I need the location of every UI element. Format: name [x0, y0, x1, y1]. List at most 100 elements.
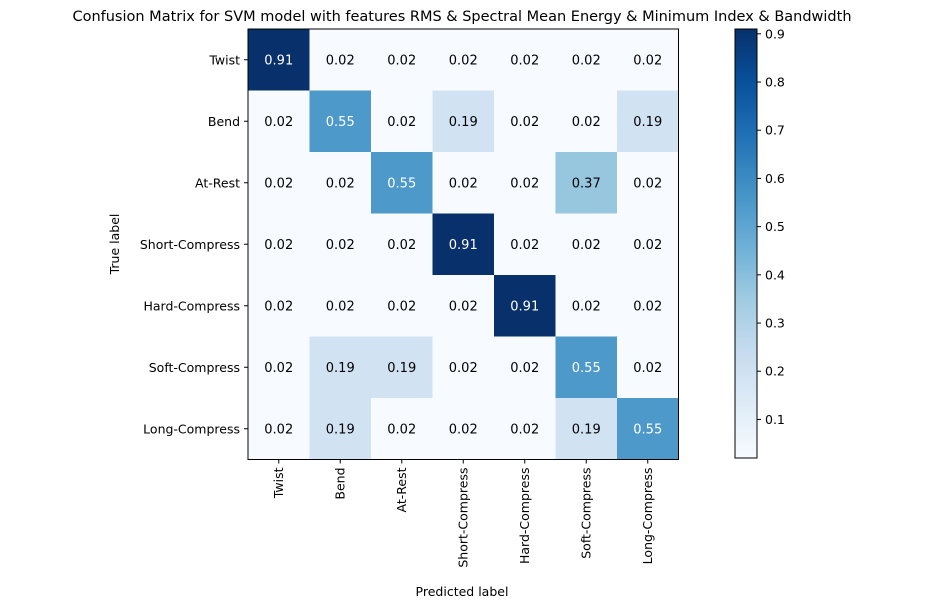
cell-1-0 — [248, 90, 310, 153]
cell-value-label: 0.02 — [633, 53, 662, 68]
cell-value-label: 0.02 — [510, 361, 539, 376]
cell-value-label: 0.91 — [449, 238, 478, 253]
cell-value-label: 0.02 — [633, 361, 662, 376]
colorbar-tick-label: 0.3 — [765, 316, 785, 331]
cell-value-label: 0.02 — [572, 238, 601, 253]
heatmap-cell-labels: 0.91 0.02 0.02 0.02 0.02 0.02 0.02 0.02 0.55 0.02… — [264, 53, 662, 437]
cell-value-label: 0.02 — [387, 53, 416, 68]
cell-5-0 — [248, 336, 310, 399]
cell-value-label: 0.02 — [326, 53, 355, 68]
colorbar-tick-label: 0.8 — [765, 75, 785, 90]
cell-value-label: 0.02 — [264, 299, 293, 314]
cell-0-6 — [617, 29, 679, 91]
colorbar-ticks: 0.1 0.2 0.3 0.4 0.5 0.6 0.7 0.8 0.9 — [757, 26, 785, 427]
cell-value-label: 0.02 — [449, 176, 478, 191]
cell-value-label: 0.55 — [633, 422, 662, 437]
cell-value-label: 0.02 — [633, 238, 662, 253]
cell-1-3 — [432, 90, 495, 153]
cell-4-4 — [494, 275, 556, 337]
cell-value-label: 0.02 — [264, 361, 293, 376]
y-axis-ticks: Twist Bend At-Rest Short-Compress Hard-Compr… — [140, 52, 248, 436]
colorbar-tick-label: 0.6 — [765, 171, 785, 186]
colorbar-tick-label: 0.7 — [765, 123, 785, 138]
cell-2-3 — [432, 152, 495, 214]
cell-value-label: 0.37 — [572, 176, 601, 191]
y-tick-label: At-Rest — [195, 175, 240, 190]
cell-4-1 — [309, 275, 372, 337]
heatmap-cells — [248, 29, 679, 460]
colorbar-tick-label: 0.2 — [765, 364, 785, 379]
cell-2-4 — [494, 152, 556, 214]
cell-value-label: 0.19 — [633, 115, 662, 130]
cell-2-1 — [309, 152, 372, 214]
cell-4-6 — [617, 275, 679, 337]
cell-value-label: 0.02 — [572, 53, 601, 68]
x-tick-label: Hard-Compress — [517, 468, 532, 565]
y-tick-label: Short-Compress — [140, 237, 240, 252]
x-axis-ticks: Twist Bend At-Rest Short-Compress Hard-Compr… — [271, 459, 655, 568]
colorbar-tick-label: 0.1 — [765, 412, 785, 427]
cell-1-5 — [555, 90, 618, 153]
cell-3-1 — [309, 213, 372, 276]
cell-value-label: 0.02 — [510, 115, 539, 130]
cell-2-2 — [371, 152, 433, 214]
cell-5-5 — [555, 336, 618, 399]
cell-value-label: 0.02 — [572, 299, 601, 314]
cell-value-label: 0.02 — [387, 422, 416, 437]
cell-5-6 — [617, 336, 679, 399]
cell-2-6 — [617, 152, 679, 214]
cell-value-label: 0.02 — [510, 422, 539, 437]
cell-value-label: 0.02 — [449, 422, 478, 437]
cell-4-5 — [555, 275, 618, 337]
colorbar-tick-label: 0.5 — [765, 219, 785, 234]
cell-value-label: 0.02 — [449, 299, 478, 314]
cell-5-2 — [371, 336, 433, 399]
cell-value-label: 0.02 — [510, 53, 539, 68]
cell-value-label: 0.02 — [572, 115, 601, 130]
cell-value-label: 0.02 — [387, 115, 416, 130]
cell-6-4 — [494, 398, 556, 460]
cell-value-label: 0.02 — [264, 238, 293, 253]
cell-value-label: 0.91 — [510, 299, 539, 314]
cell-3-4 — [494, 213, 556, 276]
cell-value-label: 0.55 — [326, 115, 355, 130]
chart-title: Confusion Matrix for SVM model with feat… — [72, 9, 851, 25]
colorbar-tick-label: 0.4 — [765, 267, 785, 282]
cell-value-label: 0.55 — [572, 361, 601, 376]
cell-6-0 — [248, 398, 310, 460]
cell-1-6 — [617, 90, 679, 153]
cell-6-1 — [309, 398, 372, 460]
cell-value-label: 0.02 — [387, 299, 416, 314]
x-tick-label: Long-Compress — [640, 468, 655, 565]
cell-6-6 — [617, 398, 679, 460]
cell-3-3 — [432, 213, 495, 276]
cell-3-2 — [371, 213, 433, 276]
y-axis-label: True label — [107, 214, 122, 276]
cell-value-label: 0.02 — [326, 299, 355, 314]
cell-value-label: 0.02 — [326, 176, 355, 191]
x-tick-label: Twist — [271, 467, 286, 499]
cell-value-label: 0.02 — [387, 238, 416, 253]
cell-1-2 — [371, 90, 433, 153]
cell-2-5 — [555, 152, 618, 214]
cell-4-2 — [371, 275, 433, 337]
x-tick-label: Soft-Compress — [578, 468, 593, 559]
cell-0-5 — [555, 29, 618, 91]
cell-6-5 — [555, 398, 618, 460]
cell-6-3 — [432, 398, 495, 460]
cell-value-label: 0.19 — [387, 361, 416, 376]
cell-3-5 — [555, 213, 618, 276]
cell-5-3 — [432, 336, 495, 399]
cell-value-label: 0.19 — [449, 115, 478, 130]
y-tick-label: Bend — [208, 114, 240, 129]
y-tick-label: Long-Compress — [143, 421, 240, 436]
cell-5-4 — [494, 336, 556, 399]
cell-value-label: 0.02 — [264, 422, 293, 437]
cell-value-label: 0.02 — [510, 238, 539, 253]
cell-4-0 — [248, 275, 310, 337]
cell-0-3 — [432, 29, 495, 91]
colorbar-tick-label: 0.9 — [765, 26, 785, 41]
cell-value-label: 0.19 — [326, 422, 355, 437]
cell-1-4 — [494, 90, 556, 153]
